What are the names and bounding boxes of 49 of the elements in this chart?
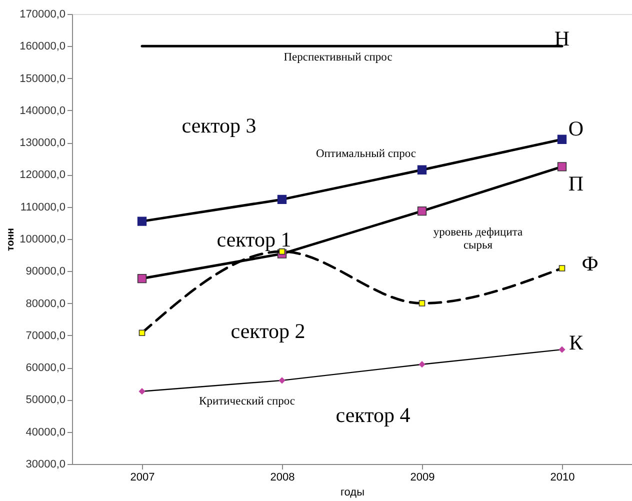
y-tick-label: 50000,0 <box>26 394 66 406</box>
annotation: Критический спрос <box>199 395 295 408</box>
point <box>277 194 287 204</box>
y-tick-label: 170000,0 <box>20 8 66 20</box>
point <box>278 248 286 255</box>
y-tick-label: 40000,0 <box>26 426 66 438</box>
point <box>138 330 146 336</box>
point <box>137 216 147 226</box>
x-tick-label: 2010 <box>550 472 575 484</box>
y-tick-label: 60000,0 <box>26 362 66 374</box>
y-tick-label: 30000,0 <box>26 458 66 470</box>
y-tick-label: 160000,0 <box>20 40 66 53</box>
point <box>278 377 286 384</box>
annotation: сектор 3 <box>182 114 256 138</box>
y-tick-label: 110000,0 <box>20 201 66 214</box>
y-tick-label: 150000,0 <box>20 72 66 85</box>
y-tick-label: 120000,0 <box>20 169 66 182</box>
y-tick-label: 80000,0 <box>26 298 66 310</box>
y-tick-label: 140000,0 <box>20 104 66 117</box>
annotation: сектор 2 <box>230 319 306 344</box>
point <box>137 274 147 284</box>
annotation: Ф <box>582 252 598 276</box>
annotation: Н <box>554 26 570 51</box>
x-tick-label: 2007 <box>130 472 155 484</box>
annotation: Перспективный спрос <box>284 51 392 64</box>
point <box>138 388 146 394</box>
point <box>418 361 426 368</box>
x-tick-label: 2008 <box>270 472 295 484</box>
point <box>417 206 427 216</box>
y-tick-label: 100000,0 <box>20 234 66 246</box>
point <box>557 134 567 144</box>
x-tick-label: 2009 <box>410 472 435 484</box>
annotation: Оптимальный спрос <box>316 148 416 160</box>
point <box>417 165 427 174</box>
annotation: О <box>568 116 584 141</box>
y-tick-label: 70000,0 <box>26 330 66 342</box>
y-tick-label: 130000,0 <box>20 137 66 150</box>
x-axis-title: годы <box>340 486 365 498</box>
point <box>558 265 566 272</box>
y-tick-label: 90000,0 <box>26 266 66 278</box>
annotation: сектор 4 <box>336 402 411 427</box>
annotation: К <box>568 330 584 354</box>
point <box>558 346 566 353</box>
point <box>557 162 567 172</box>
y-axis-title: тонн <box>6 228 17 251</box>
point <box>418 300 426 306</box>
annotation: сектор 1 <box>216 228 292 252</box>
annotation: П <box>568 171 584 196</box>
annotation: уровень дефицита сырья <box>433 226 523 252</box>
